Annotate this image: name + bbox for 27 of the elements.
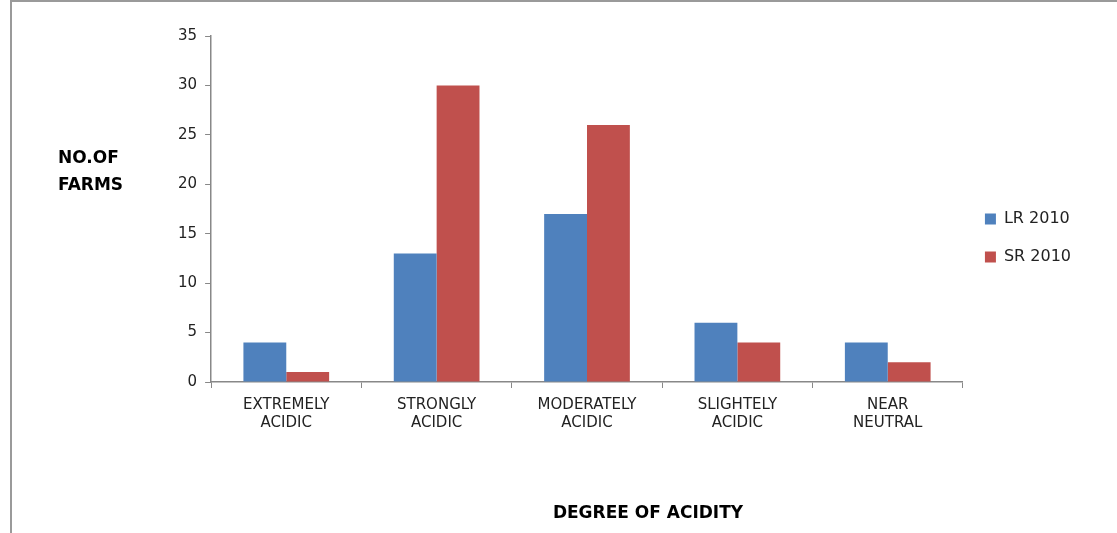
y-tick-label: 35 bbox=[177, 25, 198, 44]
bar bbox=[887, 362, 931, 382]
y-tick-label: 0 bbox=[187, 371, 198, 390]
x-axis-title: DEGREE OF ACIDITY bbox=[551, 502, 745, 522]
legend-label: SR 2010 bbox=[1003, 246, 1071, 266]
bar bbox=[587, 124, 630, 382]
x-tick-label: MODERATELY ACIDIC bbox=[537, 394, 638, 431]
y-tick-label: 20 bbox=[177, 174, 198, 193]
y-tick-label: 5 bbox=[187, 322, 198, 341]
bar bbox=[544, 213, 587, 382]
x-tick-label: EXTREMELY ACIDIC bbox=[243, 394, 331, 431]
x-tick-label: NEAR NEUTRAL bbox=[853, 394, 924, 431]
y-axis-title: NO.OF FARMS bbox=[58, 146, 125, 196]
x-tick-label: SLIGHTELY ACIDIC bbox=[697, 394, 778, 431]
y-tick-label: 30 bbox=[177, 75, 198, 94]
bar bbox=[393, 253, 437, 382]
legend-label: LR 2010 bbox=[1003, 208, 1070, 228]
bar bbox=[844, 342, 888, 382]
bar bbox=[436, 85, 480, 382]
y-tick-label: 15 bbox=[177, 223, 198, 242]
y-tick-label: 25 bbox=[177, 124, 198, 143]
bar bbox=[243, 342, 287, 382]
bar bbox=[286, 372, 330, 382]
bar bbox=[694, 322, 738, 382]
bar bbox=[737, 342, 781, 382]
y-tick-label: 10 bbox=[177, 273, 198, 292]
x-tick-label: STRONGLY ACIDIC bbox=[396, 394, 478, 431]
